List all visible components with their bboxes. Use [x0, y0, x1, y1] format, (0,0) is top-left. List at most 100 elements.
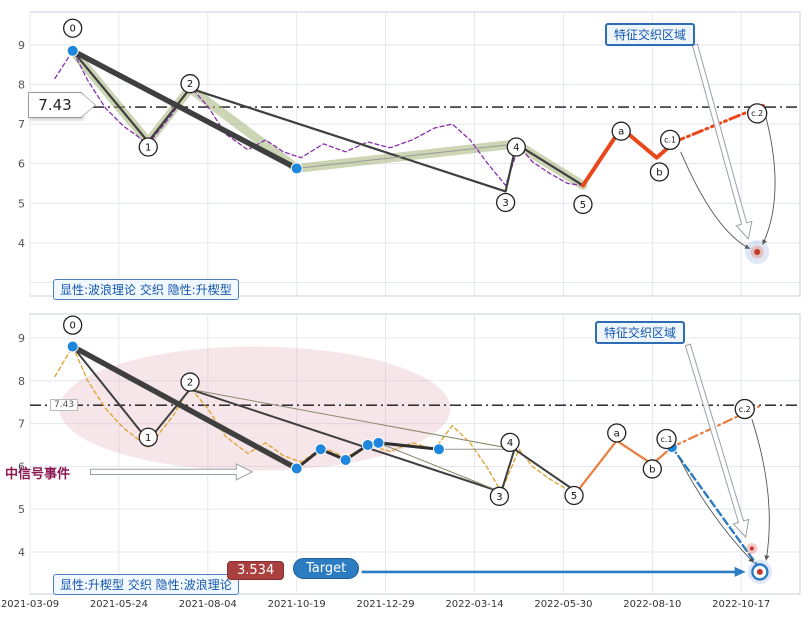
series-trend-line	[69, 343, 300, 472]
wave-label-b: b	[649, 464, 655, 475]
guide-curve	[762, 117, 776, 245]
wave-label-c.2: c.2	[739, 405, 751, 414]
y-tick-label: 9	[18, 332, 25, 345]
pivot-dot	[290, 462, 303, 475]
wave-marker-2	[180, 372, 200, 392]
y-tick-label: 7	[18, 118, 25, 131]
reference-level-label-small: 7.43	[50, 399, 79, 411]
reference-level-callout: 7.43	[28, 92, 82, 118]
weave-zone-badge-bottom: 特征交织区域	[595, 321, 686, 344]
series-wedge-a	[189, 388, 515, 450]
wave-label-5: 5	[571, 491, 577, 502]
pivot-dot	[361, 438, 374, 451]
wave-label-c.1: c.1	[664, 136, 676, 145]
wave-label-4: 4	[513, 143, 519, 154]
wave-label-a: a	[618, 127, 624, 138]
series-connector	[296, 143, 517, 169]
wave-marker-a	[607, 423, 627, 443]
series-abc-solid	[581, 126, 677, 188]
target-dot	[756, 568, 763, 575]
wave-marker-c.1	[656, 428, 677, 450]
series-blue-dashed	[670, 445, 762, 571]
target-price-badge: 3.534	[227, 561, 285, 580]
target-arrow-head	[734, 566, 746, 577]
pivot-dot	[290, 162, 303, 175]
pivot-dot	[339, 453, 352, 466]
pivot-dot	[66, 44, 79, 57]
y-tick-label: 8	[18, 78, 25, 91]
wave-marker-4	[500, 432, 520, 453]
wave-label-5: 5	[580, 200, 586, 211]
guide-curve-head	[764, 555, 770, 561]
wave-marker-0	[63, 18, 83, 38]
weave-zone-badge-top: 特征交织区域	[605, 23, 696, 46]
wave-marker-c.2	[747, 103, 768, 124]
wave-marker-b	[649, 162, 670, 182]
wave-label-2: 2	[187, 378, 193, 389]
caption-badge-bottom: 显性:升楔型 交织 隐性:波浪理论	[53, 574, 239, 595]
y-tick-label: 6	[18, 460, 25, 473]
guide-curve	[751, 419, 770, 561]
pivot-dot	[314, 443, 327, 456]
x-tick-label: 2021-05-24	[90, 599, 148, 610]
wave-marker-3	[489, 486, 510, 506]
wave-label-c.2: c.2	[751, 109, 763, 118]
wave-marker-3	[495, 192, 516, 213]
mini-target-dot	[749, 546, 754, 551]
wave-marker-5	[573, 194, 593, 215]
guide-curve-head	[744, 244, 751, 249]
panel-bottom: 0 1 2 3 4 5 a b c.1 c.2 9 8 7 6 5 4	[18, 313, 801, 595]
signal-event-label: 中信号事件	[5, 467, 71, 482]
wave-label-1: 1	[145, 433, 151, 444]
pivot-dot	[372, 436, 385, 449]
wave-marker-a	[611, 121, 631, 141]
guide-arrow	[684, 343, 750, 539]
wave-marker-1	[138, 137, 158, 157]
guide-curve-head	[762, 239, 767, 245]
guide-curve	[678, 457, 754, 564]
x-tick-label: 2022-10-17	[712, 599, 770, 610]
target-dot	[754, 248, 761, 255]
y-tick-label: 6	[18, 158, 25, 171]
x-tick-label: 2022-05-30	[534, 599, 592, 610]
wave-label-0: 0	[69, 321, 75, 332]
y-tick-label: 9	[18, 39, 25, 52]
wave-label-3: 3	[496, 492, 502, 503]
wave-marker-c.1	[659, 129, 681, 151]
wave-marker-c.2	[734, 398, 755, 420]
y-tick-label: 7	[18, 418, 25, 431]
y-tick-label: 5	[18, 197, 25, 210]
guide-curve	[680, 151, 751, 250]
wave-label-c.1: c.1	[661, 435, 673, 444]
guide-arrow	[90, 463, 254, 481]
x-tick-label: 2021-12-29	[357, 599, 415, 610]
panel-top: 0 1 2 3 4 5 a b c.1 c.2 9 8 7 6 5 4	[18, 11, 801, 297]
wave-marker-b	[642, 459, 662, 479]
caption-badge-top: 显性:波浪理论 交织 隐性:升楔型	[53, 279, 239, 300]
series-trend-line	[69, 48, 300, 172]
pivot-dot	[66, 340, 79, 353]
y-tick-label: 8	[18, 375, 25, 388]
highlight-ellipse	[59, 346, 451, 471]
wave-marker-1	[138, 427, 158, 447]
x-tick-label: 2021-03-09	[1, 599, 59, 610]
y-tick-label: 4	[18, 237, 25, 250]
wave-label-4: 4	[507, 438, 513, 449]
wave-marker-2	[180, 74, 200, 94]
wave-marker-0	[63, 315, 83, 335]
x-tick-label: 2022-08-10	[623, 599, 681, 610]
series-abc-solid	[575, 439, 674, 494]
wave-label-1: 1	[145, 143, 151, 154]
x-tick-label: 2021-08-04	[179, 599, 237, 610]
guide-curve-head	[748, 557, 754, 563]
wave-marker-4	[506, 137, 526, 157]
series-wave-zigzag	[71, 49, 585, 193]
target-badge: Target	[293, 558, 360, 579]
wave-label-a: a	[614, 428, 620, 439]
y-tick-label: 4	[18, 546, 25, 559]
wave-label-0: 0	[69, 24, 75, 35]
guide-arrow	[691, 43, 753, 240]
pivot-dot	[432, 443, 445, 456]
